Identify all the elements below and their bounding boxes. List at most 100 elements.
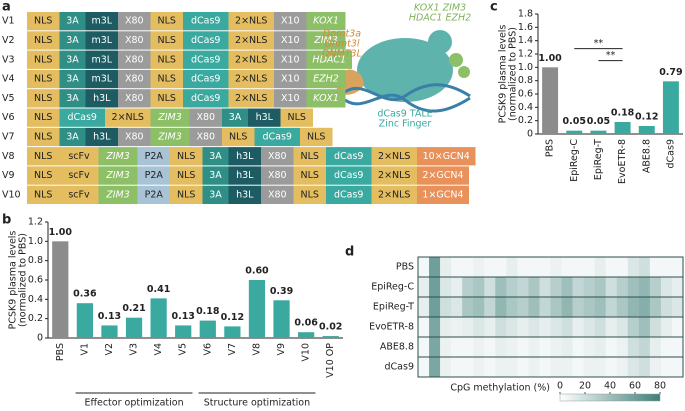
heatmap-cell <box>605 317 618 337</box>
value-label: 0.18 <box>611 108 635 119</box>
heatmap-cell <box>451 277 463 297</box>
heatmap-cell <box>649 277 662 297</box>
bar <box>101 325 118 338</box>
heatmap-cell <box>517 337 529 357</box>
segment-label: X80 <box>196 131 215 142</box>
construct-segment <box>293 185 326 204</box>
segment-label: NLS <box>34 74 52 85</box>
value-label: 0.41 <box>147 284 170 295</box>
colorbar <box>559 393 661 402</box>
heatmap-cell <box>638 297 651 317</box>
segment-label: 2×NLS <box>235 35 267 46</box>
heatmap-cell <box>517 317 529 337</box>
heatmap-cell <box>484 337 496 357</box>
heatmap-cell <box>671 357 684 377</box>
segment-label: 2×NLS <box>235 16 267 27</box>
segment-label: P2A <box>145 189 164 200</box>
heatmap-cell <box>649 297 662 317</box>
bar <box>150 298 167 338</box>
construct-segment <box>274 89 307 108</box>
construct-segment <box>150 50 183 69</box>
heatmap-cell <box>561 257 573 277</box>
y-tick-label: 0.8 <box>518 75 533 86</box>
krab-shape <box>449 53 463 67</box>
construct-segment <box>59 89 86 108</box>
construct-segment <box>150 31 183 50</box>
heatmap-cell <box>649 337 662 357</box>
heatmap-cell <box>572 317 584 337</box>
heatmap-cell <box>649 317 662 337</box>
segment-label: NLS <box>158 93 176 104</box>
construct-segment <box>27 127 60 147</box>
heatmap-cell <box>594 297 607 317</box>
construct-segment <box>98 185 138 204</box>
segment-label: NLS <box>34 151 52 162</box>
heatmap-cell <box>572 337 584 357</box>
heatmap-cell <box>462 297 474 317</box>
construct-segment <box>183 69 229 89</box>
segment-label: 3A <box>229 112 242 123</box>
heatmap-cell <box>440 357 452 377</box>
heatmap-cell <box>627 337 640 357</box>
y-tick-label: 0.2 <box>28 313 43 324</box>
construct-segment <box>183 12 229 31</box>
construct-segment <box>306 50 352 69</box>
construct-segment <box>228 185 261 204</box>
heatmap-cell <box>517 257 529 277</box>
row-label: EpiReg-T <box>373 302 414 313</box>
heatmap-frame <box>417 256 684 378</box>
heatmap-cell <box>594 277 607 297</box>
heatmap-cell <box>550 297 562 317</box>
segment-label: 2×NLS <box>378 170 410 181</box>
heatmap-cell <box>594 357 607 377</box>
x-tick-label: EvoETR-8 <box>617 139 628 184</box>
heatmap-cell <box>429 357 441 377</box>
heatmap-cell <box>440 277 452 297</box>
x-tick-label: V2 <box>104 343 115 356</box>
heatmap-cell <box>605 337 618 357</box>
segment-label: X80 <box>125 131 144 142</box>
segment-label: m3L <box>91 54 112 65</box>
construct-segment <box>118 12 151 31</box>
segment-label: 3A <box>66 131 79 142</box>
illustration <box>335 30 471 113</box>
construct-name: V5 <box>2 93 15 104</box>
heatmap-cell <box>528 277 540 297</box>
colorbar-tick-label: 80 <box>654 381 666 392</box>
segment-label: h3L <box>93 93 111 104</box>
construct-segment <box>293 147 326 166</box>
heatmap-cell <box>495 277 507 297</box>
bar <box>199 320 216 338</box>
value-label: 0.79 <box>659 67 682 78</box>
heatmap-cell <box>660 277 673 297</box>
construct-segment <box>137 147 170 166</box>
segment-label: dCas9 <box>334 151 363 162</box>
construct-segment <box>228 12 274 31</box>
dnmt-label: DNMT3L <box>322 49 362 60</box>
segment-label: KOX1 <box>313 16 339 27</box>
heatmap-cell <box>495 337 507 357</box>
value-label: 0.39 <box>270 286 293 297</box>
heatmap-cell <box>539 337 551 357</box>
y-tick-label: 1.0 <box>28 236 43 247</box>
construct-segment <box>85 69 118 89</box>
construct-segment <box>98 166 138 185</box>
construct-segment <box>326 147 372 166</box>
construct-segment <box>189 127 222 147</box>
heatmap-cell <box>616 257 629 277</box>
heatmap-cell <box>550 277 562 297</box>
segment-label: ZIM3 <box>105 151 130 162</box>
heatmap-cell <box>616 297 629 317</box>
construct-segment <box>27 185 60 204</box>
segment-label: NLS <box>177 170 195 181</box>
y-axis-label: (normalized to PBS) <box>18 233 29 327</box>
heatmap-cell <box>572 257 584 277</box>
segment-label: 2×GCN4 <box>422 170 463 181</box>
construct-segment <box>137 166 170 185</box>
heatmap-cell <box>572 277 584 297</box>
segment-label: dCas9 <box>263 131 292 142</box>
segment-label: X80 <box>125 93 144 104</box>
y-tick-label: 0.6 <box>28 275 43 286</box>
heatmap-cell <box>473 257 485 277</box>
